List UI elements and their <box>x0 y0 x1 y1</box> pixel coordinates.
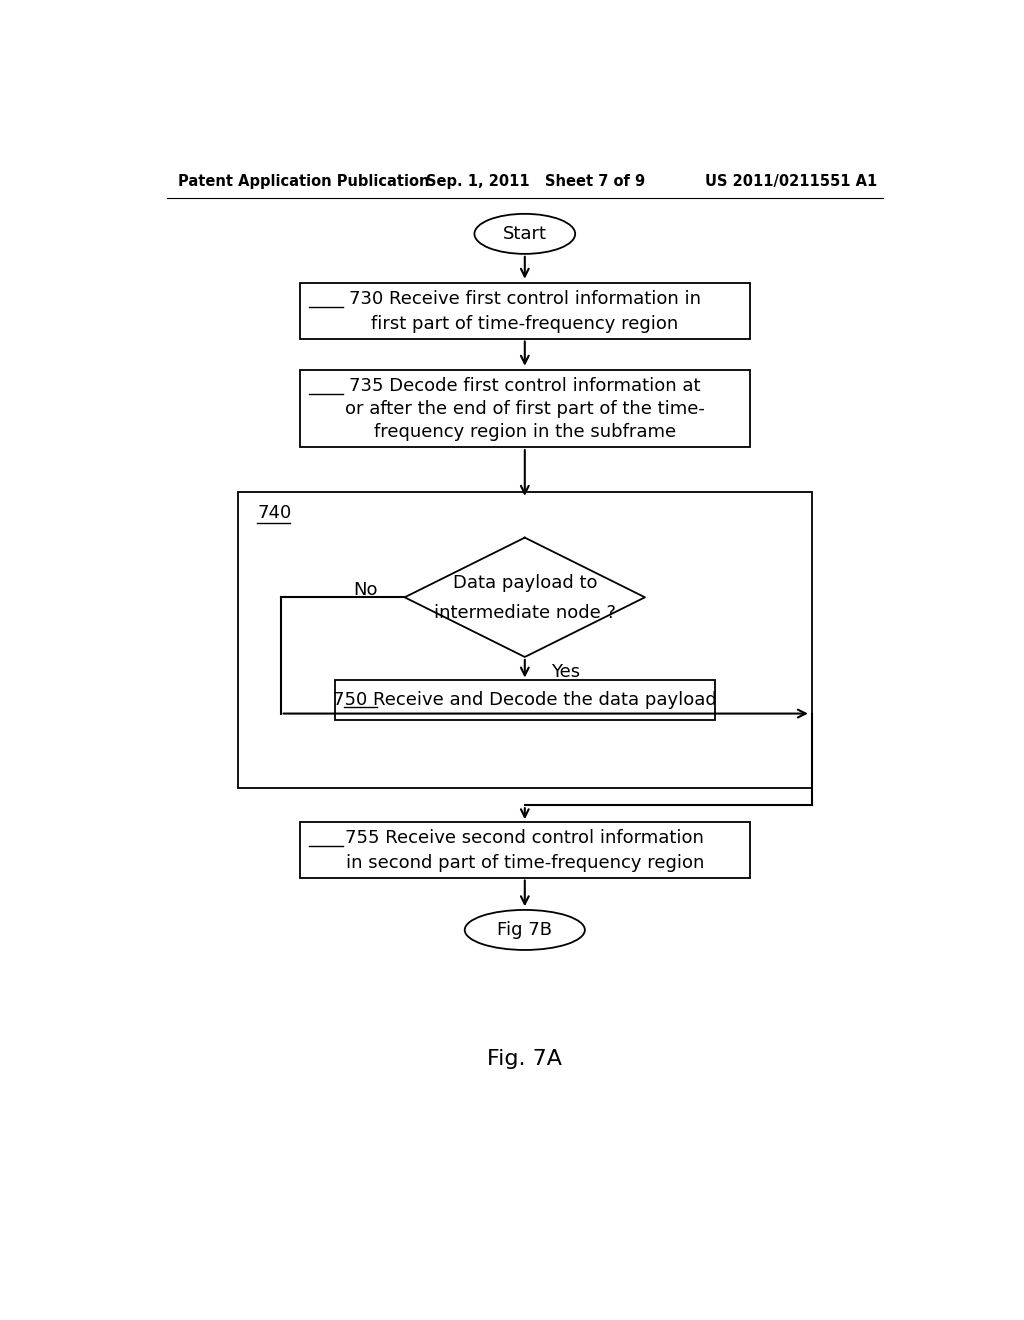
Text: 730 Receive first control information in: 730 Receive first control information in <box>349 290 700 308</box>
Text: 740: 740 <box>257 504 292 523</box>
Text: Sep. 1, 2011   Sheet 7 of 9: Sep. 1, 2011 Sheet 7 of 9 <box>426 174 645 189</box>
FancyBboxPatch shape <box>300 822 750 878</box>
Text: No: No <box>353 581 378 598</box>
Ellipse shape <box>474 214 575 253</box>
Text: Fig 7B: Fig 7B <box>498 921 552 939</box>
Text: intermediate node ?: intermediate node ? <box>434 603 615 622</box>
Text: 735 Decode first control information at: 735 Decode first control information at <box>349 376 700 395</box>
Text: frequency region in the subframe: frequency region in the subframe <box>374 422 676 441</box>
Text: US 2011/0211551 A1: US 2011/0211551 A1 <box>706 174 878 189</box>
Text: Data payload to: Data payload to <box>453 574 597 593</box>
Text: Patent Application Publication: Patent Application Publication <box>178 174 430 189</box>
Text: Fig. 7A: Fig. 7A <box>487 1049 562 1069</box>
Text: first part of time-frequency region: first part of time-frequency region <box>371 315 679 334</box>
FancyBboxPatch shape <box>335 680 715 719</box>
Text: 750 Receive and Decode the data payload: 750 Receive and Decode the data payload <box>333 690 717 709</box>
FancyBboxPatch shape <box>300 284 750 339</box>
Text: Yes: Yes <box>551 664 580 681</box>
Text: or after the end of first part of the time-: or after the end of first part of the ti… <box>345 400 705 417</box>
FancyBboxPatch shape <box>300 370 750 447</box>
Ellipse shape <box>465 909 585 950</box>
Text: in second part of time-frequency region: in second part of time-frequency region <box>346 854 703 873</box>
Text: Start: Start <box>503 224 547 243</box>
Text: 755 Receive second control information: 755 Receive second control information <box>345 829 705 847</box>
FancyBboxPatch shape <box>238 492 812 788</box>
